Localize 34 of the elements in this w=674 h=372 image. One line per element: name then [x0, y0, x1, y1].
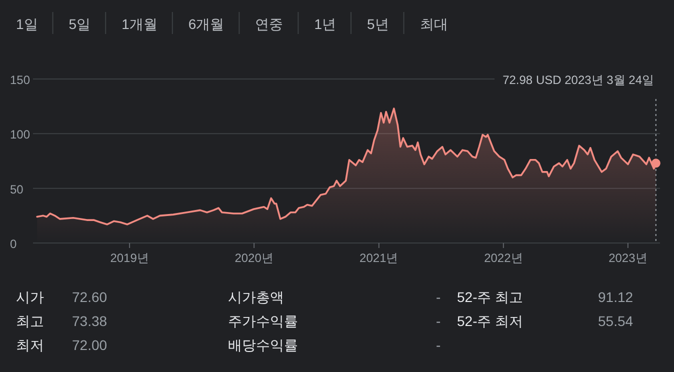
text: 72.60: [72, 289, 108, 305]
text: 5년: [366, 16, 389, 32]
y-tick-label: 100: [10, 128, 30, 142]
annotation: 72.98 USD 2023년 3월 24일: [502, 73, 654, 87]
x-tick-label: 2021년: [360, 251, 398, 265]
text: 주가수익률: [228, 313, 298, 329]
text: 52-주 최고: [457, 289, 524, 305]
text: 최저: [16, 337, 44, 353]
x-tick-label: 2019년: [110, 251, 149, 265]
y-tick-label: 50: [10, 182, 24, 196]
text: 55.54: [598, 313, 634, 329]
y-tick-label: 0: [10, 237, 17, 251]
x-tick-label: 2022년: [484, 251, 523, 265]
text: 연중: [255, 16, 284, 32]
x-tick-label: 2020년: [234, 251, 274, 265]
text: 52-주 최저: [457, 313, 524, 329]
text: 시가총액: [228, 289, 284, 305]
x-tick-label: 2023년: [608, 251, 648, 265]
text: 6개월: [188, 16, 224, 32]
y-tick-label: 150: [10, 73, 30, 87]
text: 배당수익률: [228, 337, 298, 353]
text: -: [436, 337, 441, 353]
text: -: [436, 289, 441, 305]
text: 최고: [16, 313, 44, 329]
text: 72.00: [72, 337, 108, 353]
text: 1일: [16, 16, 38, 32]
text: 73.38: [72, 313, 108, 329]
text: 최대: [420, 16, 448, 32]
text: 시가: [16, 289, 44, 305]
text: 1개월: [122, 16, 158, 32]
text: 1년: [314, 16, 336, 32]
text: -: [436, 313, 441, 329]
text: 5일: [68, 16, 91, 32]
text: 91.12: [598, 289, 634, 305]
